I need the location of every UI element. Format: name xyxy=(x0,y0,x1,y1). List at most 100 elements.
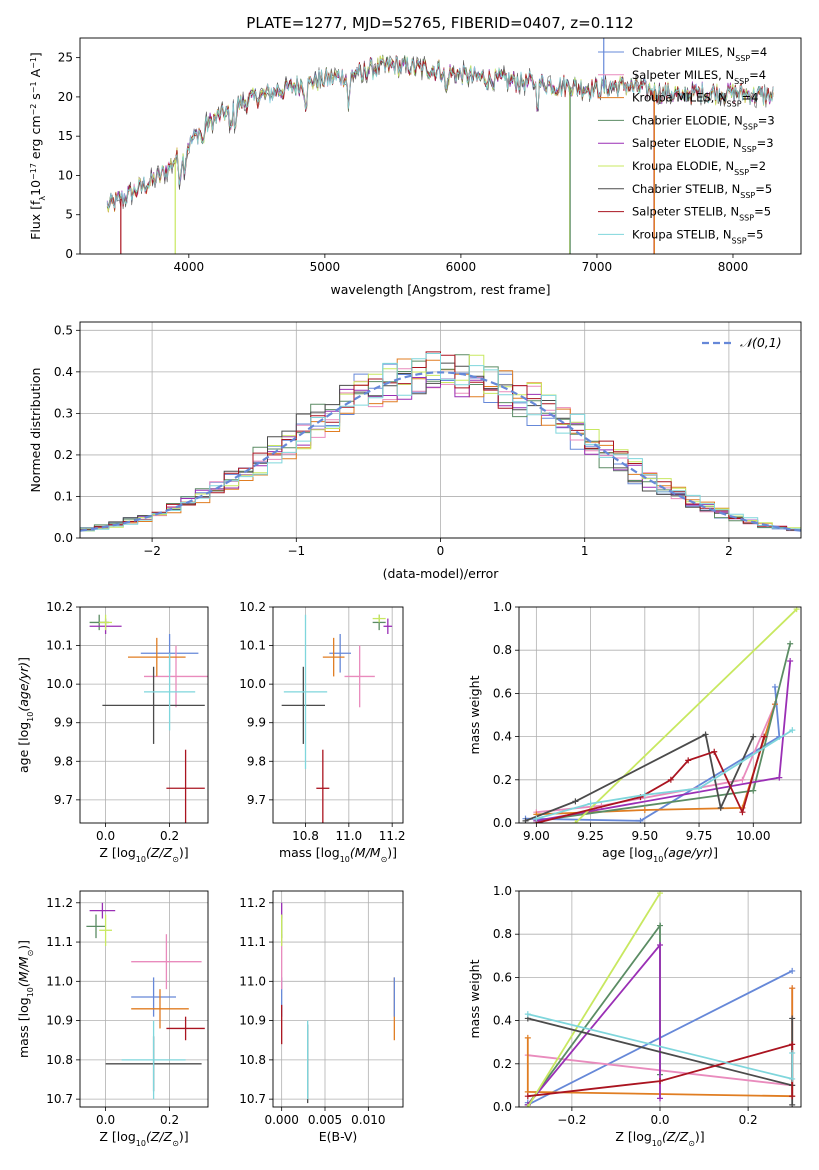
y-tick-label: 0.8 xyxy=(493,927,512,941)
errorbar-point xyxy=(131,989,189,1029)
y-tick-label: 0.4 xyxy=(54,365,73,379)
weight-marker xyxy=(685,757,692,764)
label-part: =5 xyxy=(755,182,772,196)
label-part: −17 xyxy=(29,163,38,180)
weight-marker xyxy=(641,791,648,798)
weight-marker xyxy=(787,658,794,664)
y-tick-label: 9.7 xyxy=(54,793,73,807)
weight-line xyxy=(574,608,798,823)
label-part: Kroupa MILES, N xyxy=(632,91,727,105)
weight-marker xyxy=(657,1078,663,1085)
y-tick-label: 1.0 xyxy=(493,884,512,898)
chart-mass_vs_Z: 0.0 0.210.710.810.911.011.111.2Z [log10(Z… xyxy=(16,890,209,1148)
histogram-step xyxy=(80,353,801,532)
x-tick-label: 0.0 xyxy=(96,829,115,843)
weight-marker xyxy=(572,798,579,805)
y-tick-label: 0.2 xyxy=(493,1057,512,1071)
label-part: SSP xyxy=(740,190,755,199)
weight-marker xyxy=(739,776,746,783)
x-tick-label: 9.25 xyxy=(577,829,604,843)
label-part: 10 xyxy=(340,855,350,864)
axes-frame xyxy=(79,37,802,255)
x-axis-label: wavelength [Angstrom, rest frame] xyxy=(330,282,550,297)
x-tick-label: 10.8 xyxy=(292,829,319,843)
label-part: Salpeter ELODIE, N xyxy=(632,136,742,150)
y-tick-label: 10.0 xyxy=(46,677,73,691)
label-part: =2 xyxy=(749,159,766,173)
label-part: λ xyxy=(38,196,47,201)
plot-area xyxy=(89,614,208,823)
y-axis-label: mass weight xyxy=(467,959,482,1038)
errorbar-point xyxy=(283,614,328,769)
chart-mass_weight_vs_age: 9.00 9.25 9.50 9.75 10.00 0.0 0.2 0.4 0.6 0.8 1.0 a… xyxy=(467,600,802,864)
label-part: SSP xyxy=(739,213,754,222)
y-axis-label: age [log10(age/yr)] xyxy=(16,657,35,773)
axes-frame xyxy=(272,606,404,824)
errorbar-point xyxy=(383,618,393,634)
spectrum-line xyxy=(106,55,774,209)
chart-mass_weight_vs_Z: −0.2 0.0 0.2 0.0 0.2 0.4 0.6 0.8 1.0 Z [log10(Z/Z… xyxy=(467,884,802,1148)
y-tick-label: 10.8 xyxy=(46,1053,73,1067)
y-tick-label: 10.7 xyxy=(239,1092,266,1106)
weight-marker xyxy=(761,733,768,740)
x-tick-label: 4000 xyxy=(174,260,205,274)
weight-marker xyxy=(657,1095,663,1102)
x-tick-label: 9.50 xyxy=(631,829,658,843)
label-part: (Z/Z xyxy=(146,1129,173,1144)
label-part: 10 xyxy=(26,987,35,997)
legend-label: Kroupa STELIB, NSSP=5 xyxy=(632,227,763,245)
weight-marker xyxy=(524,1011,531,1018)
legend-label: Salpeter MILES, NSSP=4 xyxy=(632,68,766,86)
y-tick-label: 0.1 xyxy=(54,489,73,503)
x-tick-label: −2 xyxy=(143,544,161,558)
weight-marker xyxy=(533,815,540,822)
label-part: )] xyxy=(179,1129,189,1144)
weight-marker xyxy=(750,787,757,794)
label-part: erg cm xyxy=(28,116,43,164)
label-part: =4 xyxy=(750,45,767,59)
legend-label: Salpeter ELODIE, NSSP=3 xyxy=(632,136,774,154)
x-tick-label: −1 xyxy=(287,544,305,558)
y-tick-label: 0.2 xyxy=(493,773,512,787)
x-axis-label: mass [log10(M/M⊙)] xyxy=(279,845,397,864)
plot-area xyxy=(522,607,800,823)
errorbar-point xyxy=(144,645,208,708)
label-part: Chabrier ELODIE, N xyxy=(632,113,743,127)
x-tick-label: 0 xyxy=(437,544,445,558)
panels: 4000 5000 6000 7000 80000510152025wavelength… xyxy=(16,37,802,1148)
axes-frame xyxy=(79,321,802,539)
x-axis-label: (data-model)/error xyxy=(383,566,500,581)
weight-marker xyxy=(572,820,579,823)
label-part: (M/M xyxy=(16,956,31,987)
y-tick-label: 11.1 xyxy=(239,935,266,949)
label-part: SSP xyxy=(735,54,750,63)
x-tick-label: 0.2 xyxy=(160,1113,179,1127)
label-part: SSP xyxy=(742,145,757,154)
weight-marker xyxy=(739,809,746,816)
errorbar-point xyxy=(144,653,196,731)
weight-marker xyxy=(776,774,783,781)
y-tick-label: 9.8 xyxy=(54,754,73,768)
y-tick-label: 0.6 xyxy=(493,686,512,700)
y-tick-label: 10.9 xyxy=(239,1014,266,1028)
y-tick-label: 10.1 xyxy=(239,639,266,653)
label-part: age [log xyxy=(16,722,31,773)
x-axis-label: E(B-V) xyxy=(319,1129,358,1144)
label-part: ⊙ xyxy=(26,950,35,957)
label-part: SSP xyxy=(743,122,758,131)
weight-marker xyxy=(587,800,594,807)
plot-area xyxy=(80,351,801,532)
errorbar-point xyxy=(102,666,205,744)
weight-marker xyxy=(641,807,648,814)
x-tick-label: 8000 xyxy=(718,260,749,274)
y-tick-label: 10.1 xyxy=(46,639,73,653)
y-tick-label: 11.2 xyxy=(239,896,266,910)
label-part: age [log xyxy=(602,845,653,860)
label-part: )] xyxy=(179,845,189,860)
x-tick-label: −0.2 xyxy=(557,1113,586,1127)
x-tick-label: 9.00 xyxy=(523,829,550,843)
label-part: s xyxy=(28,93,43,104)
errorbar-point xyxy=(99,614,112,631)
weight-marker xyxy=(789,1050,796,1056)
legend-label: Kroupa ELODIE, NSSP=2 xyxy=(632,159,766,177)
